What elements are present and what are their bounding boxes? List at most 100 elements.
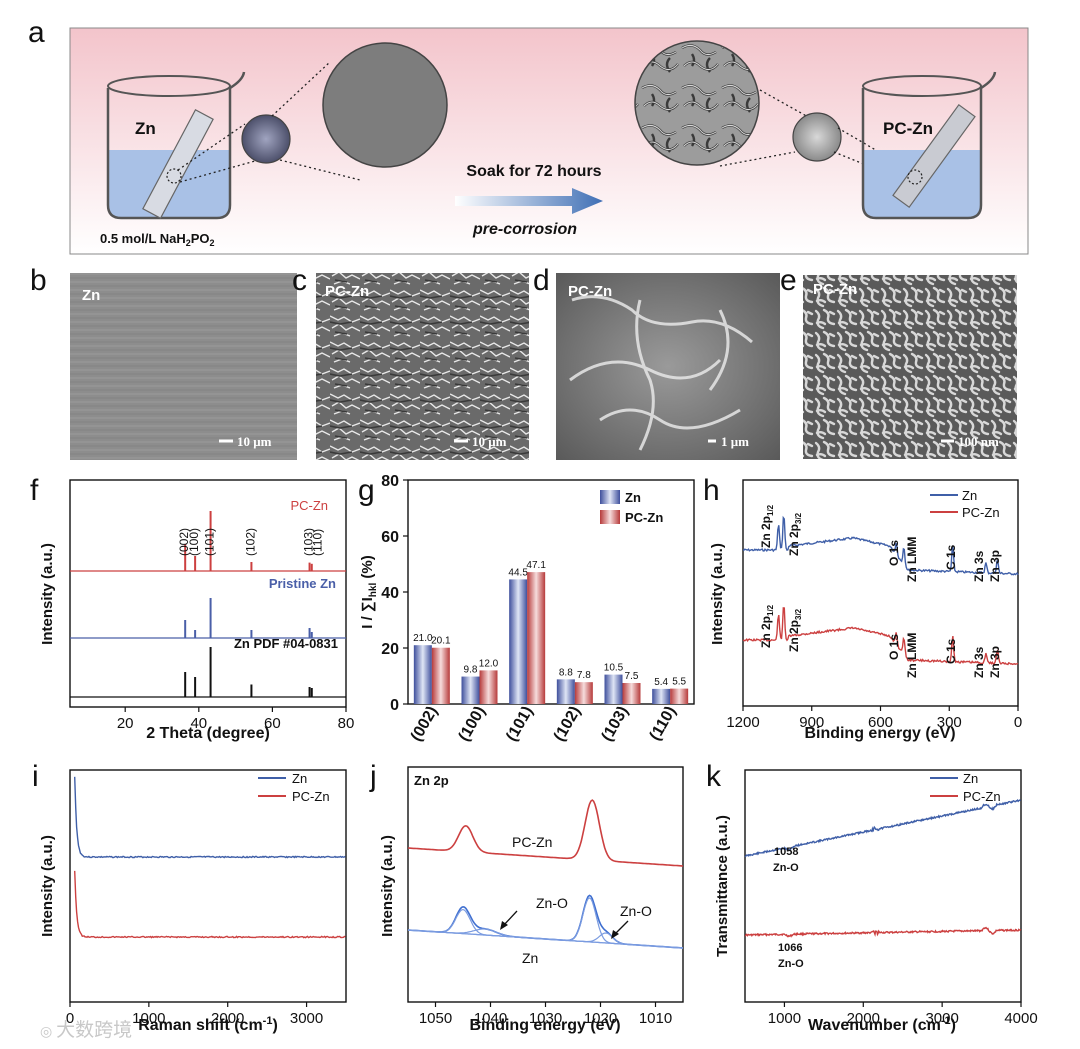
f-xtick-label-3: 80 [338,715,355,732]
lens-right [792,112,842,162]
k-xtick-label-1: 2000 [847,1010,880,1027]
k-xlabel: Wavenumber (cm-1) [808,1015,956,1034]
g-bar-0-2 [509,579,528,704]
chart-k-ftir: k 1000 2000 3000 4000 Wavenumber (cm-1) Tra… [706,760,1038,1034]
sem-label-c: PC-Zn [325,283,369,300]
g-value-label-0-4: 10.5 [604,663,624,674]
g-legend-zn: Zn [625,490,641,505]
h-ann-o1s-bot: O 1s [887,634,901,660]
f-series-label-pdf: Zn PDF #04-0831 [234,636,338,651]
g-bar-1-5 [670,688,689,704]
beaker-left: Zn 0.5 mol/L NaH2PO2 [100,71,246,248]
g-value-label-1-2: 47.1 [526,560,546,571]
zn-foil-left [142,109,214,219]
g-value-label-0-1: 9.8 [464,665,478,676]
j-label-zno-1: Zn-O [536,895,568,911]
h-xlabel: Binding energy (eV) [804,725,955,742]
g-bar-0-4 [604,674,623,704]
g-legend-swatch-pczn [600,510,620,524]
k-ylabel: Transmittance (a.u.) [714,815,731,957]
h-ann-zn3s-bot: Zn 3s [972,646,986,678]
g-bar-0-0 [413,645,432,704]
h-xtick-label-2: 600 [868,714,893,731]
i-line-pczn [74,870,346,939]
j-plot-frame [407,766,684,1003]
panel-letter-f: f [30,474,39,507]
f-ylabel: Intensity (a.u.) [39,543,56,645]
h-line-zn [742,515,1019,576]
h-xtick-label-0: 1200 [726,714,759,731]
f-peak-label-3: (102) [243,528,257,556]
g-category-label-5: (110) [647,704,680,744]
k-label-zn-bond: Zn-O [773,862,799,874]
chart-g-bar: g 0 20 40 60 80 21.020.1 (002) 9.812.0 (100) 44.5… [358,473,695,745]
g-bar-1-3 [574,682,593,704]
chart-f-xrd: f 20 40 60 80 (002)(100) (101) (102) (103)(110)… [30,474,354,742]
j-label-pczn: PC-Zn [512,834,552,850]
i-legend-pczn: PC-Zn [292,789,330,804]
g-ytick-label-0: 0 [390,697,399,714]
arrow-shape [455,188,603,214]
f-xtick-label-1: 40 [190,715,207,732]
g-value-label-1-3: 7.8 [577,670,591,681]
g-ytick-label-4: 80 [381,473,399,490]
f-peak-label-0: (002) [177,528,191,556]
h-xtick-label-3: 300 [937,714,962,731]
panel-a-schematic: a Zn 0.5 mol/L NaH2PO2 Soak for 72 hours… [28,16,1029,255]
f-plot-frame [69,479,347,708]
g-value-label-0-0: 21.0 [413,633,433,644]
j-label-zno-2: Zn-O [620,903,652,919]
h-ann-znlmm-top: Zn LMM [905,537,919,582]
sem-image-e [803,275,1017,459]
k-label-zn-peak: 1058 [774,846,798,858]
g-ylabel: I / ∑Ihkl (%) [359,555,379,628]
h-ann-zn3p-top: Zn 3p [988,550,1002,582]
k-legend-zn: Zn [963,771,978,786]
k-line-pczn [744,926,1022,938]
f-xlabel: 2 Theta (degree) [146,725,270,742]
f-content: 20 40 60 80 (002)(100) (101) (102) (103)(110) [70,511,354,732]
f-peak-label-1: (100) [187,528,201,556]
sem-scale-b: 10 μm [237,434,272,449]
i-xtick-label-1: 1000 [132,1010,165,1027]
k-content: 1000 2000 3000 4000 [744,799,1038,1027]
j-ylabel: Intensity (a.u.) [379,835,396,937]
f-peak-label-2: (101) [203,528,217,556]
g-ytick-label-1: 20 [381,641,399,658]
k-plot-frame [744,769,1022,1003]
k-xtick-label-0: 1000 [768,1010,801,1027]
g-legend-swatch-zn [600,490,620,504]
g-bar-1-2 [527,572,546,704]
beaker-right-label: PC-Zn [883,119,933,138]
beaker-left-label: Zn [135,119,156,138]
i-xtick-label-0: 0 [66,1010,74,1027]
g-legend-pczn: PC-Zn [625,510,663,525]
g-bar-0-5 [652,688,671,704]
h-ann-o1s-top: O 1s [887,540,901,566]
j-xlabel: Binding energy (eV) [469,1017,620,1034]
j-xtick-label-0: 1050 [419,1010,452,1027]
g-value-label-1-1: 12.0 [479,658,499,669]
zn-foil-right [892,103,976,209]
h-legend-zn: Zn [962,488,977,503]
soak-text: Soak for 72 hours [466,163,601,180]
sem-image-d [556,273,780,460]
process-text: pre-corrosion [472,221,577,238]
g-category-label-0: (002) [408,704,441,745]
panel-letter-d: d [533,264,550,297]
panel-letter-i: i [32,760,39,793]
sem-panels: b Zn 10 μm c PC-Zn 10 μm d PC-Zn 1 μm e … [30,264,1017,460]
i-content: 0 1000 2000 3000 [66,776,346,1027]
i-xlabel: Raman shift (cm-1) [138,1015,278,1034]
panel-letter-e: e [780,264,797,297]
watermark: ◎ 大数跨境 [40,1019,132,1041]
panel-letter-b: b [30,264,47,297]
lens-left [241,114,291,164]
f-series-label-zn: Pristine Zn [269,576,336,591]
g-bar-1-0 [431,647,450,704]
i-plot-frame [69,769,347,1003]
j-xtick-label-1: 1040 [474,1010,507,1027]
g-value-label-0-5: 5.4 [654,677,668,688]
zoom-circle-pristine [322,42,448,168]
